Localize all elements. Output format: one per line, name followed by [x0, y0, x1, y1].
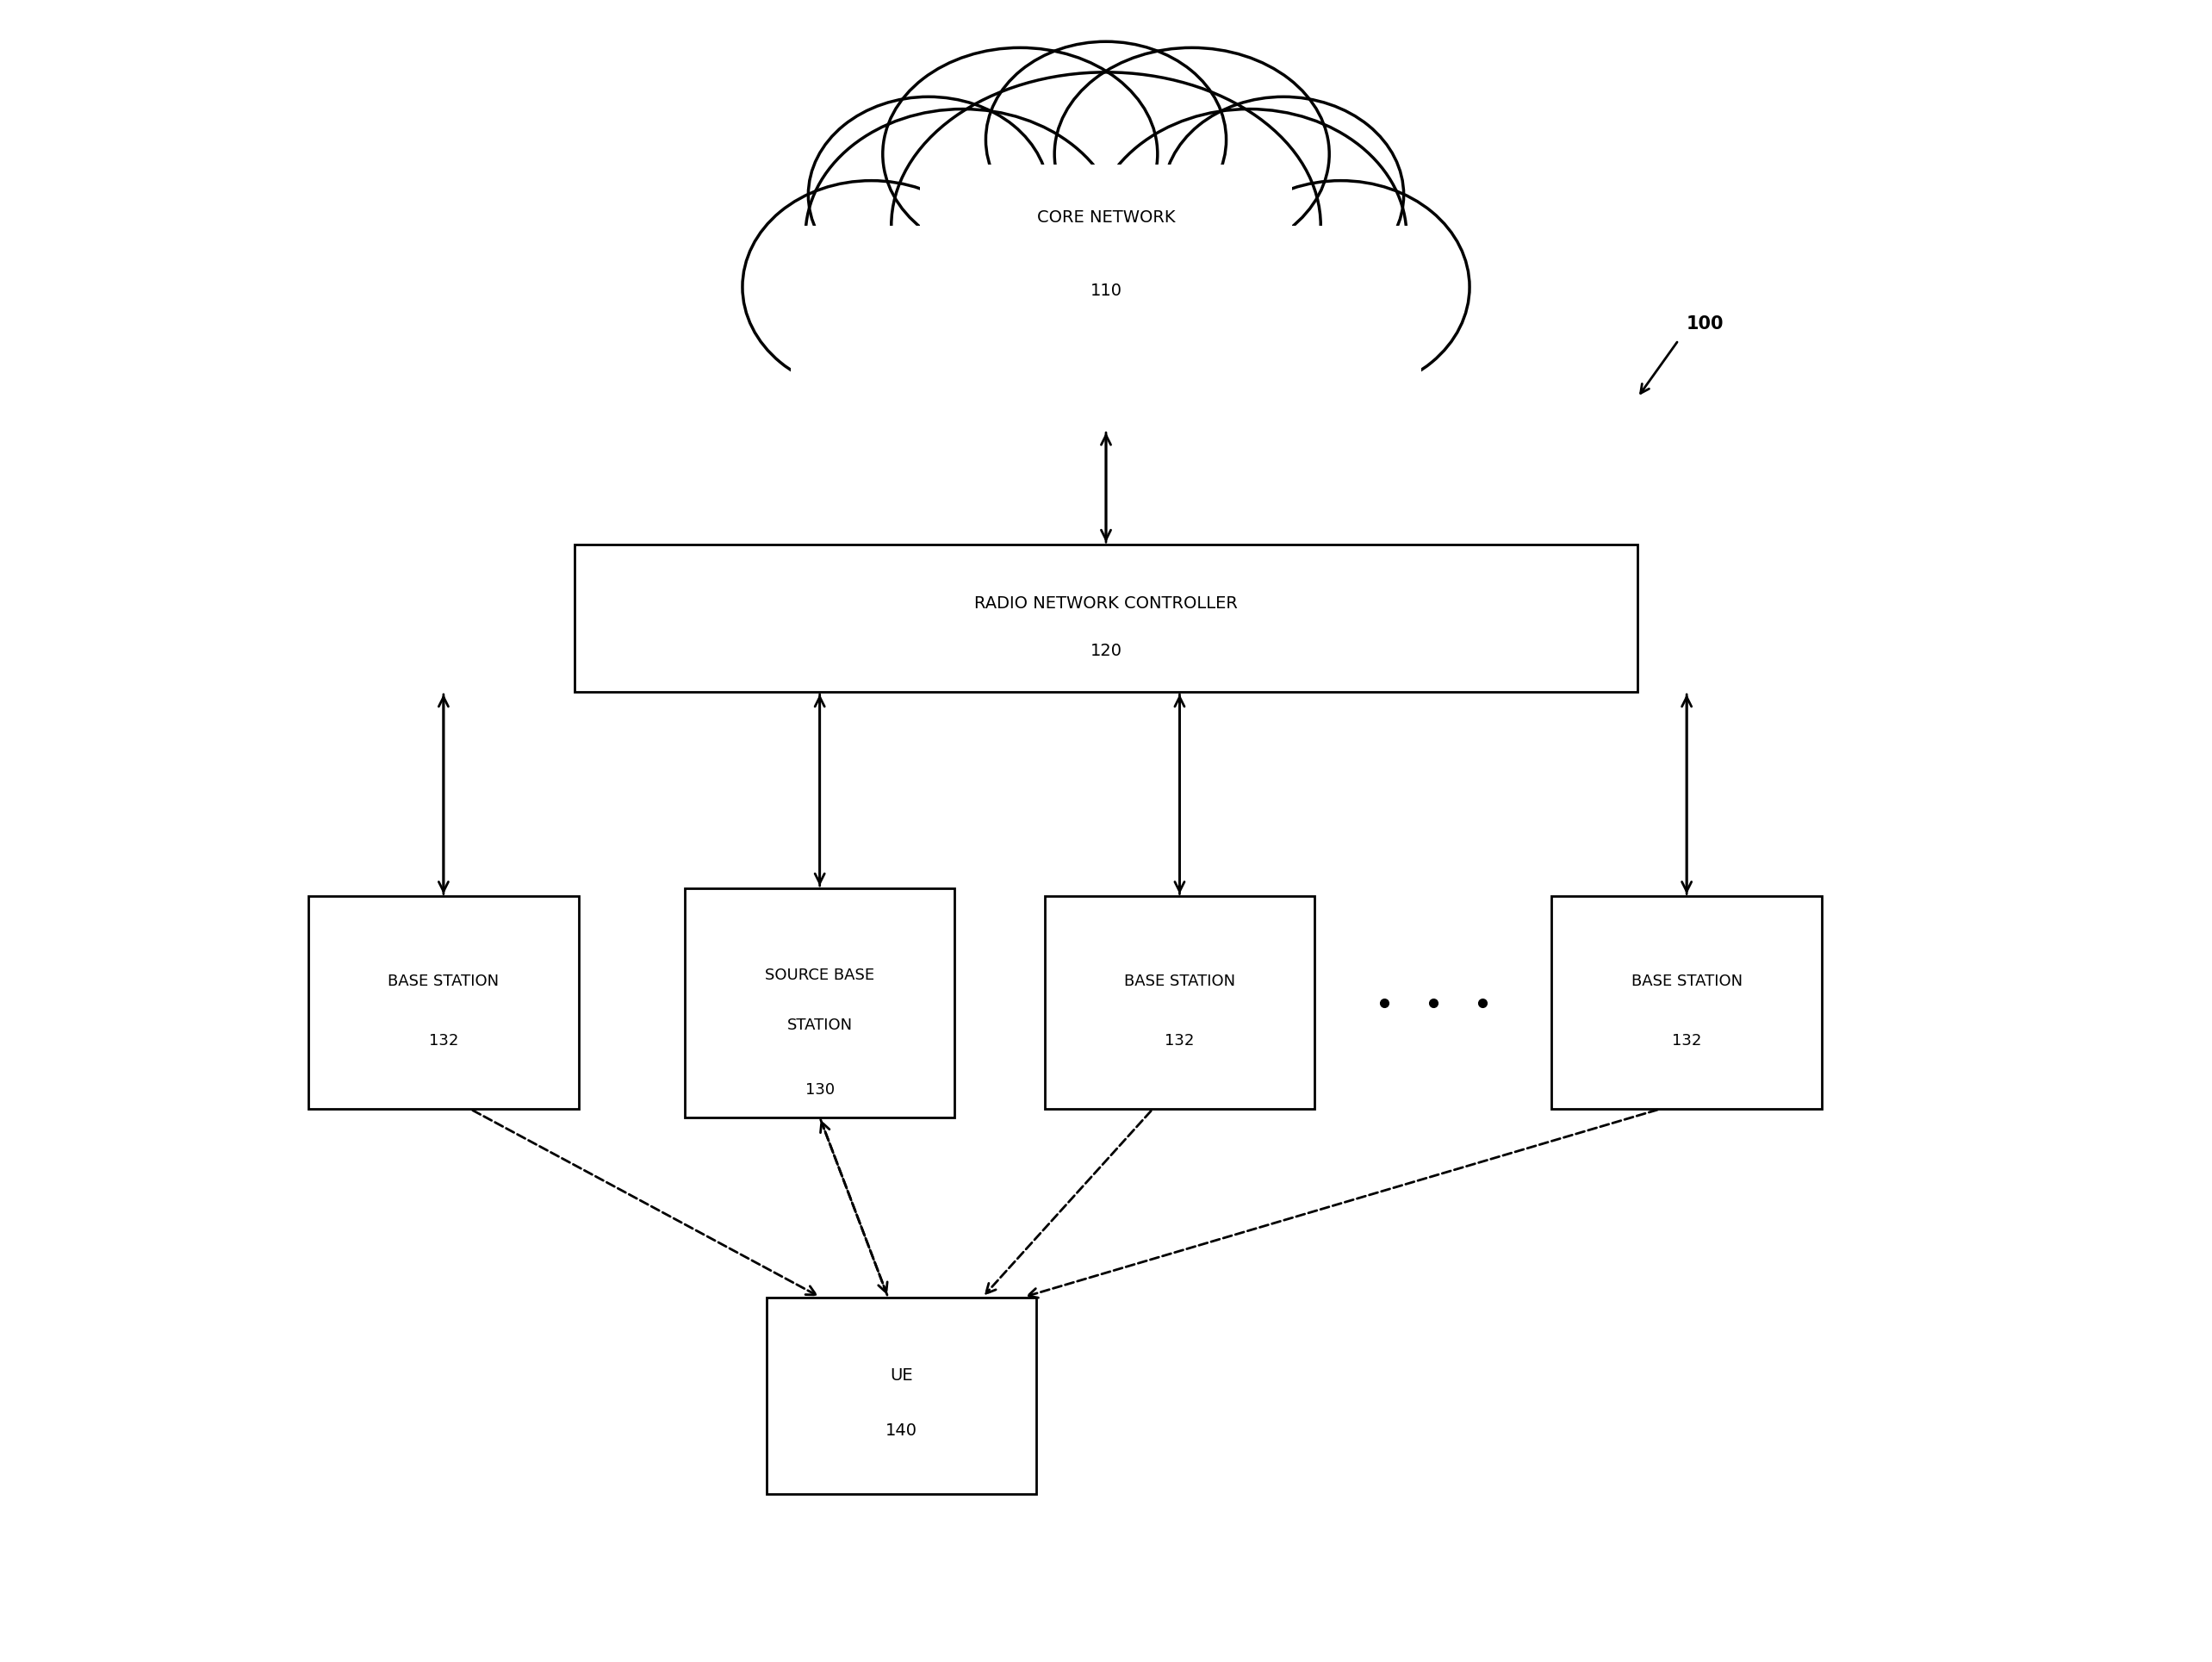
FancyBboxPatch shape — [686, 888, 956, 1117]
Ellipse shape — [1055, 48, 1329, 261]
Text: 132: 132 — [1166, 1034, 1194, 1049]
Ellipse shape — [807, 96, 1048, 293]
Text: BASE STATION: BASE STATION — [387, 974, 500, 989]
Ellipse shape — [743, 181, 1000, 394]
Text: 132: 132 — [429, 1034, 458, 1049]
Text: 120: 120 — [1091, 643, 1121, 658]
Ellipse shape — [987, 42, 1225, 238]
Text: CORE NETWORK: CORE NETWORK — [1037, 209, 1175, 226]
Text: 132: 132 — [1672, 1034, 1701, 1049]
Text: SOURCE BASE: SOURCE BASE — [765, 967, 874, 982]
Bar — [792, 226, 1420, 399]
Text: BASE STATION: BASE STATION — [1630, 974, 1743, 989]
FancyBboxPatch shape — [575, 545, 1637, 691]
Ellipse shape — [891, 71, 1321, 379]
Text: STATION: STATION — [787, 1017, 852, 1034]
FancyBboxPatch shape — [768, 1298, 1037, 1494]
Text: 110: 110 — [1091, 283, 1121, 299]
Ellipse shape — [1212, 181, 1469, 394]
Text: 100: 100 — [1688, 316, 1723, 332]
Text: BASE STATION: BASE STATION — [1124, 974, 1234, 989]
Text: 130: 130 — [805, 1082, 834, 1097]
Ellipse shape — [883, 48, 1157, 261]
Ellipse shape — [1164, 96, 1405, 293]
FancyBboxPatch shape — [1553, 896, 1823, 1109]
Text: 140: 140 — [885, 1423, 918, 1439]
Text: RADIO NETWORK CONTROLLER: RADIO NETWORK CONTROLLER — [973, 595, 1239, 612]
Text: UE: UE — [889, 1368, 914, 1384]
FancyBboxPatch shape — [310, 896, 580, 1109]
Ellipse shape — [805, 110, 1119, 362]
FancyBboxPatch shape — [1044, 896, 1314, 1109]
Bar — [920, 165, 1292, 288]
Ellipse shape — [1093, 110, 1407, 362]
